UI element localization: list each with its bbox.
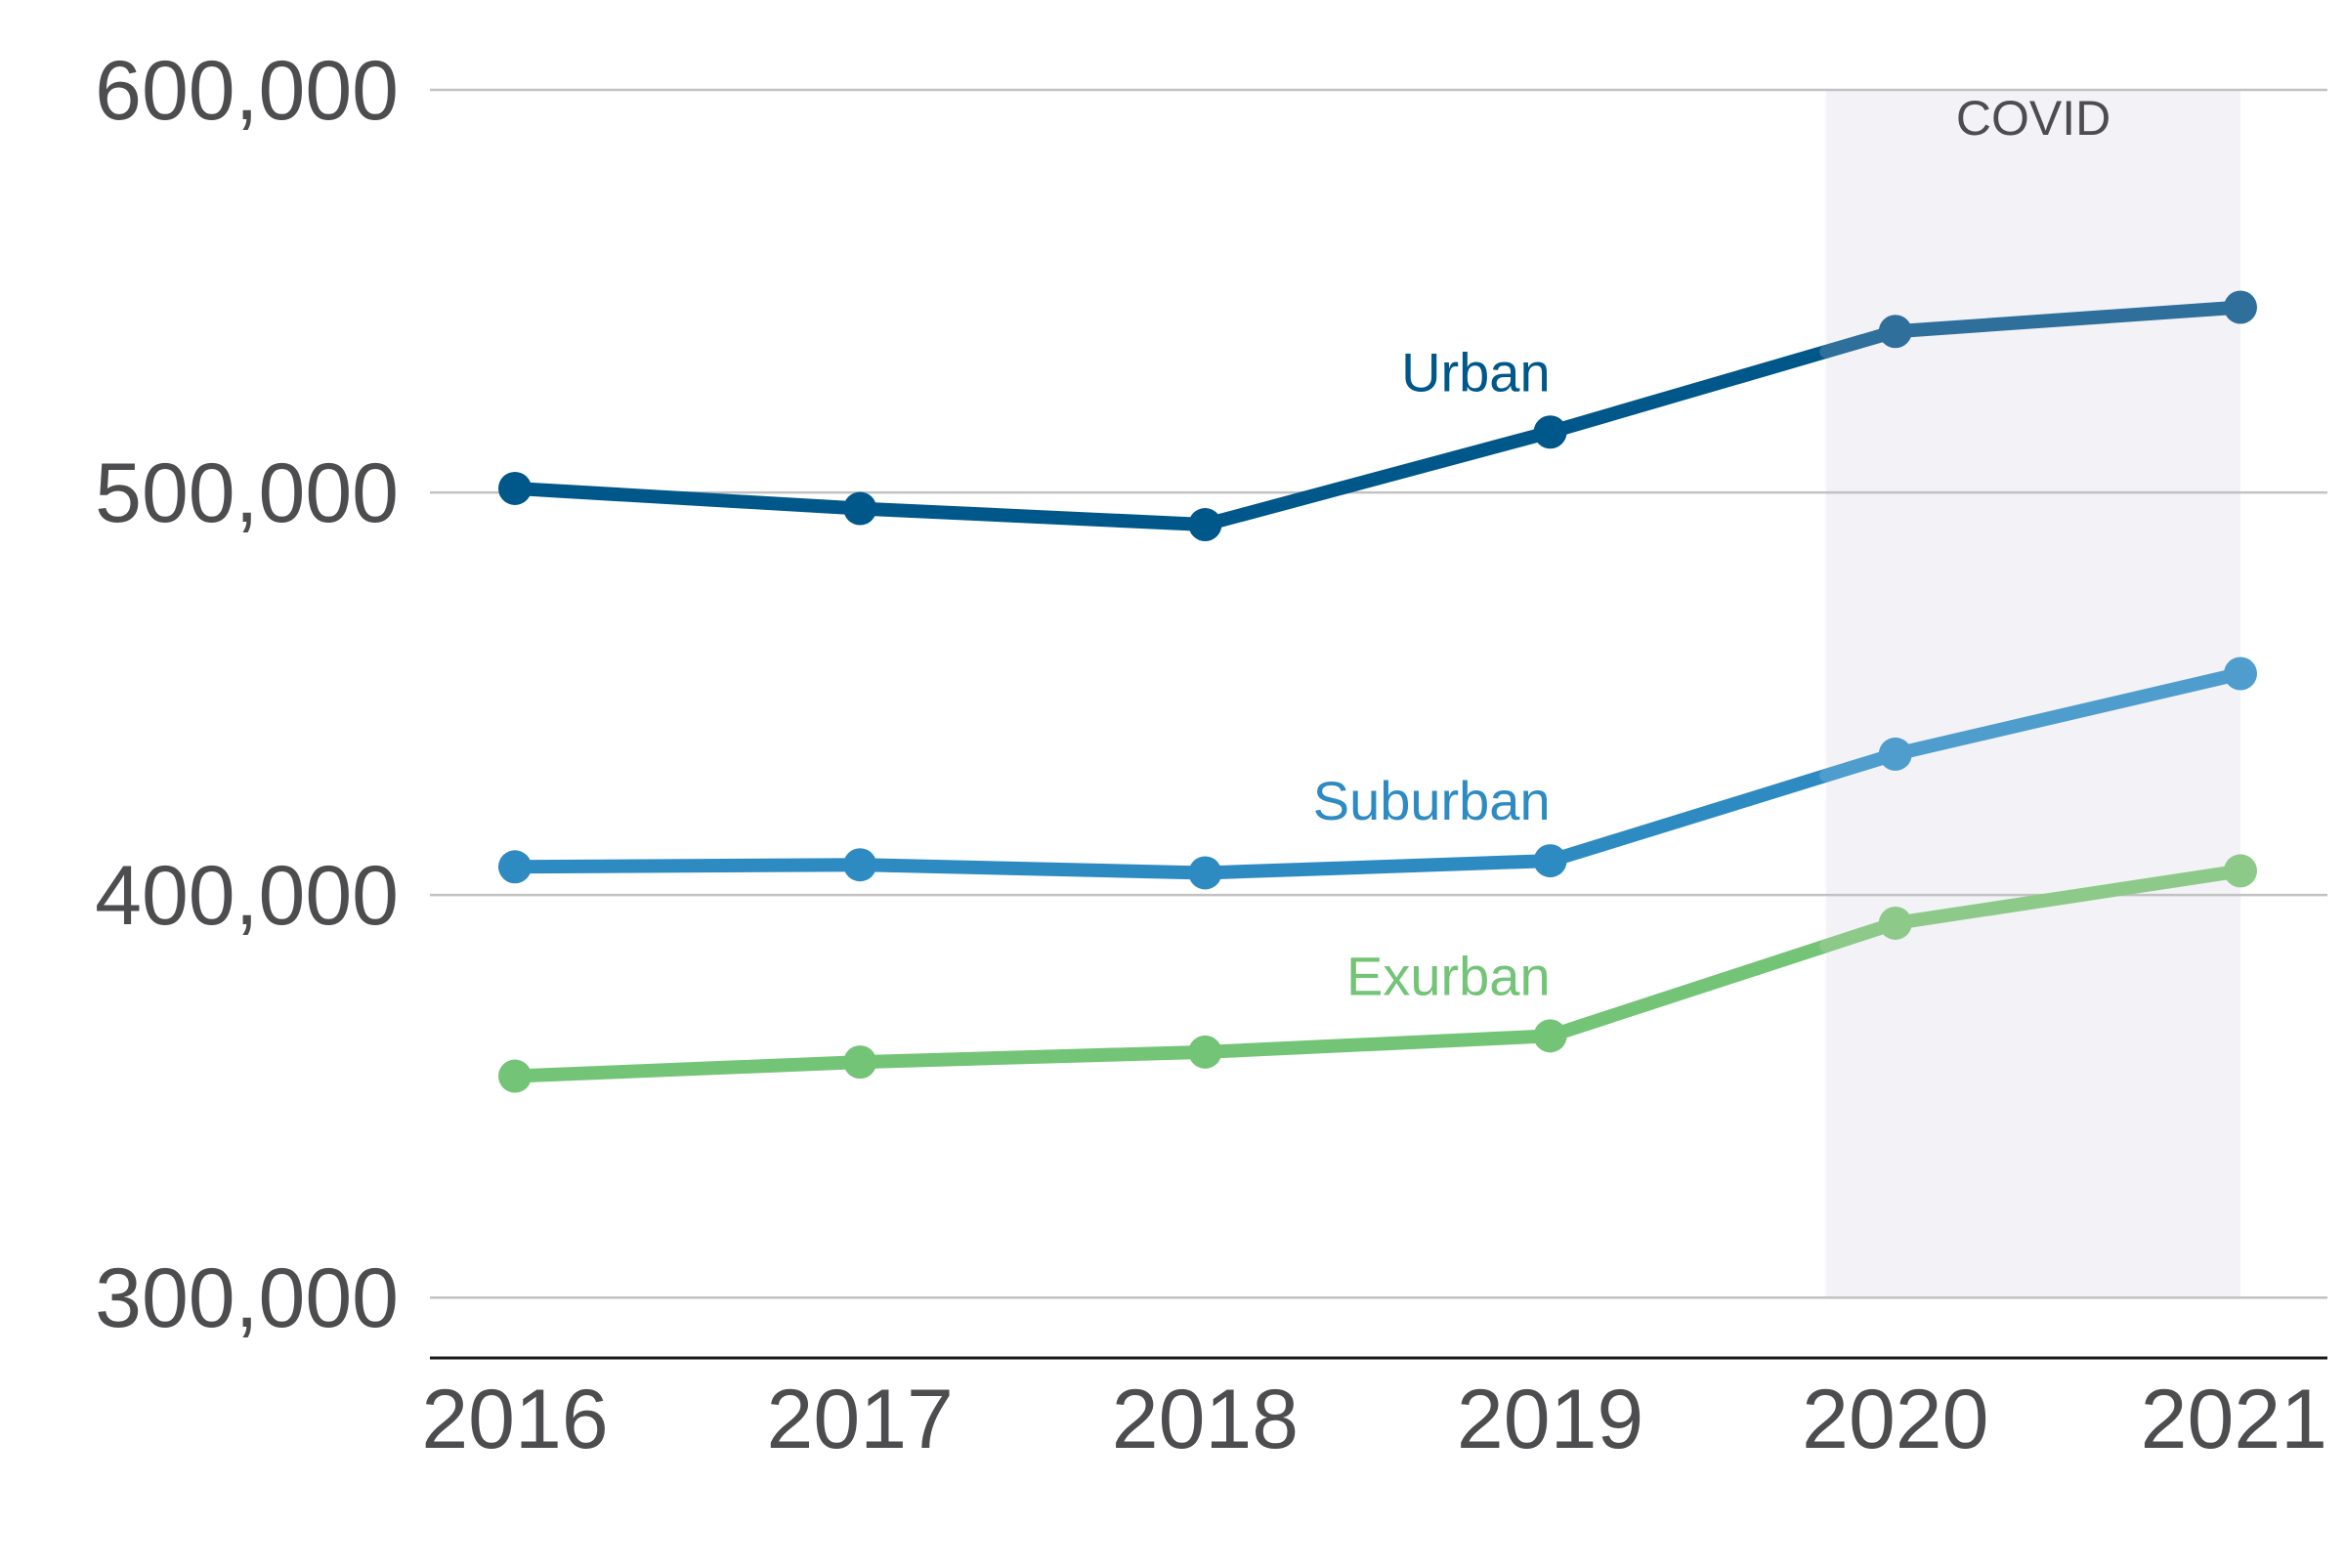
x-tick-label-2019: 2019 xyxy=(1457,1373,1643,1466)
y-tick-label: 400,000 xyxy=(95,849,399,943)
exurban-series-label: Exurban xyxy=(1346,945,1551,1006)
x-tick-label-2017: 2017 xyxy=(767,1373,954,1466)
covid-label: COVID xyxy=(1956,91,2110,146)
urban-point-2017[interactable] xyxy=(843,491,877,526)
x-tick-label-2018: 2018 xyxy=(1112,1373,1299,1466)
y-tick-label: 500,000 xyxy=(95,446,399,540)
x-tick-label-2020: 2020 xyxy=(1802,1373,1988,1466)
suburban-point-2016[interactable] xyxy=(498,850,532,884)
suburban-point-2017[interactable] xyxy=(843,848,877,882)
urban-line-pre-covid xyxy=(508,344,1834,532)
exurban-point-2021[interactable] xyxy=(2224,854,2257,888)
urban-series-label: Urban xyxy=(1401,341,1551,403)
urban-point-2021[interactable] xyxy=(2224,290,2257,324)
suburban-line-pre-covid xyxy=(508,768,1834,880)
urban-point-2020[interactable] xyxy=(1878,315,1912,349)
exurban-point-2020[interactable] xyxy=(1878,906,1912,940)
suburban-point-2021[interactable] xyxy=(2224,657,2257,691)
urban-point-2018[interactable] xyxy=(1188,508,1222,542)
exurban-point-2019[interactable] xyxy=(1533,1019,1567,1053)
x-tick-label-2021: 2021 xyxy=(2141,1373,2327,1466)
x-tick-label-2016: 2016 xyxy=(421,1373,608,1466)
exurban-point-2018[interactable] xyxy=(1188,1035,1222,1069)
exurban-point-2016[interactable] xyxy=(498,1059,532,1093)
exurban-point-2017[interactable] xyxy=(843,1045,877,1080)
urban-point-2019[interactable] xyxy=(1533,415,1567,449)
suburban-series-label: Suburban xyxy=(1313,770,1551,831)
suburban-point-2018[interactable] xyxy=(1188,856,1222,890)
suburban-point-2020[interactable] xyxy=(1878,737,1912,771)
exurban-line-pre-covid xyxy=(508,939,1834,1083)
suburban-point-2019[interactable] xyxy=(1533,844,1567,878)
y-tick-label: 300,000 xyxy=(95,1251,399,1345)
urban-point-2016[interactable] xyxy=(498,471,532,505)
y-tick-label: 600,000 xyxy=(95,44,399,138)
